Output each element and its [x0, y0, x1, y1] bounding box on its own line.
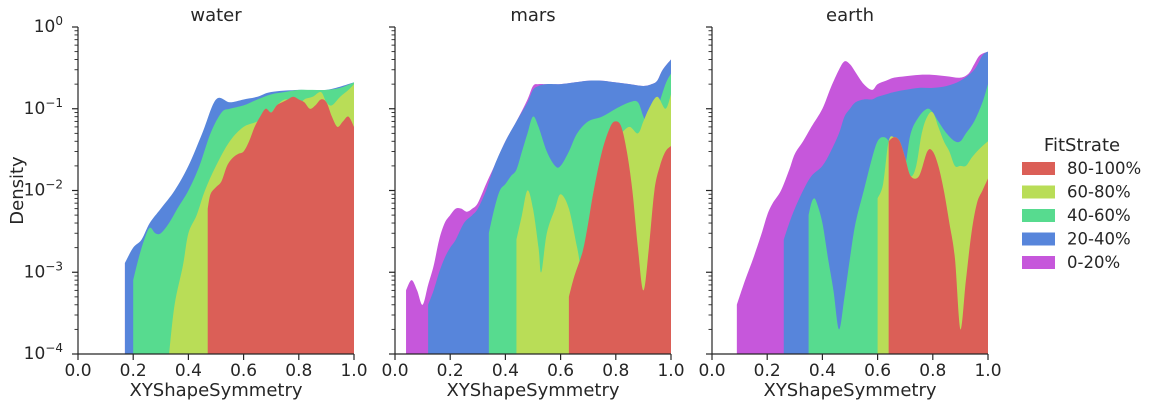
legend-label-60-80%: 60-80%	[1067, 183, 1131, 202]
density-area-earth-80-100%	[888, 137, 988, 354]
panel-title: earth	[826, 5, 874, 26]
x-tick-label: 0.0	[381, 361, 408, 381]
y-tick-label: 10−3	[24, 259, 63, 282]
x-tick-label: 0.4	[809, 361, 836, 381]
x-tick-label: 0.0	[698, 361, 725, 381]
x-tick-label: 0.6	[230, 361, 257, 381]
x-tick-label: 0.4	[175, 361, 202, 381]
legend-swatch-40-60%	[1022, 209, 1055, 222]
y-tick-label: 10−4	[24, 341, 63, 364]
x-tick-label: 1.0	[974, 361, 1001, 381]
legend-title: FitStrate	[1044, 135, 1120, 156]
x-tick-label: 0.8	[285, 361, 312, 381]
legend-label-0-20%: 0-20%	[1067, 253, 1120, 272]
x-axis-label: XYShapeSymmetry	[446, 380, 619, 401]
x-tick-label: 1.0	[340, 361, 367, 381]
x-tick-label: 0.0	[64, 361, 91, 381]
x-axis-label: XYShapeSymmetry	[763, 380, 936, 401]
y-tick-label: 10−2	[24, 178, 63, 201]
x-tick-label: 0.2	[437, 361, 464, 381]
legend-swatch-0-20%	[1022, 256, 1055, 269]
density-area-water-80-100%	[207, 96, 354, 355]
x-tick-label: 0.8	[602, 361, 629, 381]
x-tick-label: 0.2	[120, 361, 147, 381]
legend-swatch-60-80%	[1022, 185, 1055, 199]
panel-title: water	[190, 5, 242, 26]
x-axis-label: XYShapeSymmetry	[129, 380, 302, 401]
legend-label-40-60%: 40-60%	[1067, 206, 1131, 225]
x-tick-label: 0.8	[919, 361, 946, 381]
y-tick-label: 10−1	[24, 96, 63, 119]
legend-swatch-80-100%	[1022, 162, 1055, 175]
x-tick-label: 1.0	[657, 361, 684, 381]
legend-label-80-100%: 80-100%	[1067, 159, 1141, 178]
x-tick-label: 0.6	[547, 361, 574, 381]
legend-swatch-20-40%	[1022, 232, 1055, 246]
legend-label-20-40%: 20-40%	[1067, 230, 1131, 249]
x-tick-label: 0.4	[492, 361, 519, 381]
y-axis-label: Density	[7, 156, 28, 225]
density-area-mars-80-100%	[568, 121, 671, 354]
x-tick-label: 0.2	[754, 361, 781, 381]
y-tick-label: 100	[34, 14, 63, 37]
panel-title: mars	[510, 5, 555, 26]
x-tick-label: 0.6	[864, 361, 891, 381]
